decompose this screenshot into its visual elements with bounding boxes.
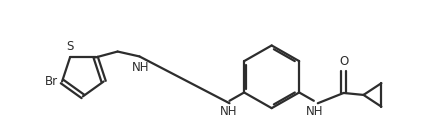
Text: S: S — [66, 40, 74, 53]
Text: NH: NH — [306, 105, 324, 118]
Text: O: O — [339, 55, 348, 68]
Text: Br: Br — [45, 75, 58, 88]
Text: NH: NH — [132, 61, 149, 74]
Text: NH: NH — [220, 105, 237, 118]
